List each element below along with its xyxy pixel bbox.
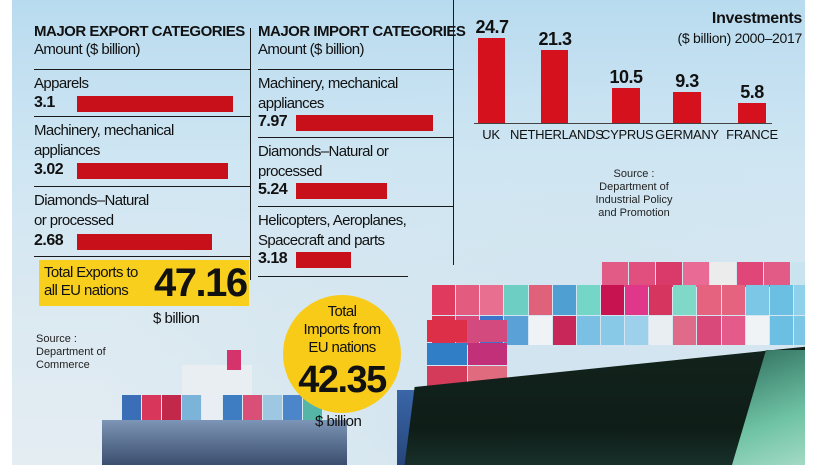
- divider: [258, 137, 453, 138]
- exports-title: MAJOR EXPORT CATEGORIES: [34, 23, 245, 40]
- column-divider: [250, 28, 251, 280]
- small-ship-containers: [122, 395, 322, 420]
- investment-category-germany: GERMANY: [655, 127, 719, 142]
- export-item-label: Diamonds–Natural: [34, 192, 149, 209]
- investment-bar-netherlands: [541, 50, 568, 123]
- export-bar-diamonds: [77, 234, 212, 250]
- exports-source-label: Source :: [36, 333, 77, 345]
- investment-value-germany: 9.3: [675, 71, 699, 91]
- total-imports-label-line1: Total: [327, 303, 357, 320]
- total-imports-unit: $ billion: [315, 413, 362, 430]
- investments-source-line4: and Promotion: [598, 207, 670, 219]
- investments-source-line2: Department of: [599, 181, 669, 193]
- divider: [258, 69, 453, 70]
- total-imports-circle: Total Imports from EU nations 42.35: [283, 295, 401, 413]
- small-ship-bridge: [182, 365, 252, 395]
- investment-bar-germany: [673, 92, 701, 123]
- divider: [34, 69, 250, 70]
- import-bar-machinery: [296, 115, 433, 131]
- exports-source-line2: Department of: [36, 346, 106, 358]
- import-item-label: Diamonds–Natural or: [258, 143, 389, 160]
- total-imports-label-line3: EU nations: [308, 339, 376, 356]
- small-cargo-ship-image: [102, 420, 347, 465]
- divider: [258, 206, 453, 207]
- import-item-label-line2: appliances: [258, 95, 324, 112]
- exports-source-line3: Commerce: [36, 359, 90, 371]
- investment-category-cyprus: CYPRUS: [601, 127, 654, 142]
- export-item-value: 2.68: [34, 232, 64, 249]
- total-exports-value: 47.16: [154, 261, 248, 305]
- import-item-value: 5.24: [258, 181, 288, 198]
- import-item-label-line2: Spacecraft and parts: [258, 232, 385, 249]
- export-item-label-line2: appliances: [34, 142, 100, 159]
- import-item-value: 7.97: [258, 113, 288, 130]
- imports-title: MAJOR IMPORT CATEGORIES: [258, 23, 466, 40]
- investment-bar-france: [738, 103, 766, 123]
- total-imports-label-line2: Imports from: [303, 321, 382, 338]
- investment-value-cyprus: 10.5: [609, 67, 643, 87]
- total-exports-label-line1: Total Exports to: [44, 264, 138, 281]
- big-ship-containers-top: [602, 262, 805, 287]
- investment-bar-cyprus: [612, 88, 640, 123]
- column-divider: [453, 0, 454, 265]
- export-item-label: Machinery, mechanical: [34, 122, 174, 139]
- export-item-value: 3.02: [34, 161, 64, 178]
- total-exports-label-line2: all EU nations: [44, 282, 129, 299]
- investment-category-uk: UK: [482, 127, 500, 142]
- investment-bar-uk: [478, 38, 505, 123]
- export-bar-machinery: [77, 163, 228, 179]
- export-item-value: 3.1: [34, 94, 55, 111]
- export-item-label: Apparels: [34, 75, 89, 92]
- total-exports-box: Total Exports to all EU nations 47.16: [39, 260, 249, 306]
- divider: [34, 116, 250, 117]
- export-bar-apparels: [77, 96, 233, 112]
- investment-value-netherlands: 21.3: [538, 29, 572, 49]
- imports-subtitle: Amount ($ billion): [258, 41, 365, 58]
- investment-category-netherlands: NETHERLANDS: [510, 127, 604, 142]
- import-item-label: Machinery, mechanical: [258, 75, 398, 92]
- small-ship-stack: [227, 350, 241, 370]
- import-bar-aircraft: [296, 252, 351, 268]
- investment-category-france: FRANCE: [726, 127, 778, 142]
- total-imports-value: 42.35: [298, 359, 387, 401]
- investments-title: Investments: [711, 10, 802, 27]
- import-bar-diamonds: [296, 183, 387, 199]
- exports-subtitle: Amount ($ billion): [34, 41, 141, 58]
- divider: [34, 186, 250, 187]
- divider: [258, 276, 408, 277]
- infographic-canvas: MAJOR EXPORT CATEGORIES Amount ($ billio…: [12, 0, 805, 465]
- import-item-label: Helicopters, Aeroplanes,: [258, 212, 407, 229]
- investments-source-line3: Industrial Policy: [595, 194, 673, 206]
- total-exports-unit: $ billion: [153, 310, 200, 327]
- import-item-label-line2: processed: [258, 163, 322, 180]
- investments-subtitle: ($ billion) 2000–2017: [677, 30, 803, 46]
- export-item-label-line2: or processed: [34, 212, 114, 229]
- investments-source-label: Source :: [613, 168, 655, 180]
- investment-baseline: [474, 123, 772, 124]
- investment-value-france: 5.8: [740, 82, 764, 102]
- import-item-value: 3.18: [258, 250, 288, 267]
- divider: [34, 256, 250, 257]
- investment-value-uk: 24.7: [475, 17, 509, 37]
